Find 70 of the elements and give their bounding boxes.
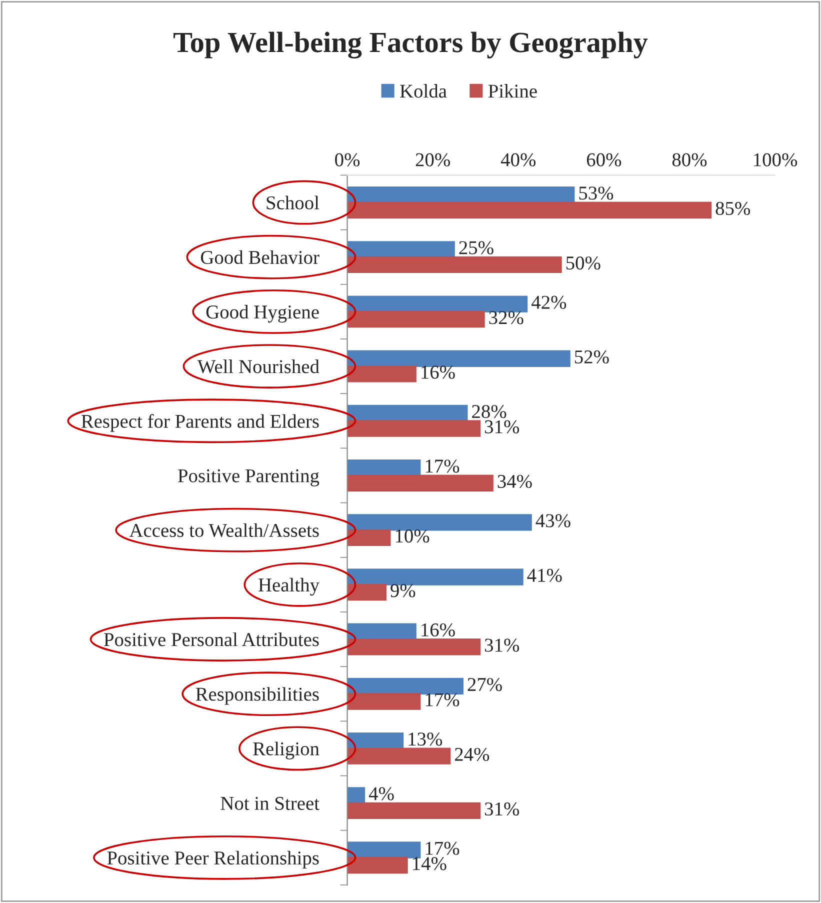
bar — [347, 514, 532, 531]
data-label: 42% — [531, 296, 566, 309]
bar — [347, 802, 481, 820]
bar — [347, 350, 570, 367]
data-label: 34% — [498, 474, 532, 488]
y-tick-label: Healthy — [258, 578, 320, 596]
data-label: 17% — [426, 693, 460, 706]
y-tick-label: Positive Parenting — [178, 469, 320, 486]
data-label: 14% — [413, 857, 446, 870]
data-label: 41% — [527, 568, 562, 582]
bar — [347, 420, 481, 437]
data-label: 9% — [390, 584, 416, 598]
bar — [347, 256, 562, 274]
data-label: 32% — [489, 311, 524, 324]
bar — [347, 241, 455, 258]
bar — [347, 842, 421, 858]
bar — [347, 678, 464, 695]
data-label: 31% — [484, 420, 520, 434]
bar — [347, 310, 485, 328]
bar — [347, 568, 524, 586]
data-label: 16% — [422, 623, 455, 637]
bar — [347, 474, 494, 492]
bar — [347, 459, 421, 476]
data-label: 28% — [472, 404, 506, 418]
data-label: 10% — [396, 529, 430, 543]
y-tick-label: Not in Street — [220, 796, 320, 810]
bar — [347, 296, 528, 312]
data-label: 52% — [575, 350, 609, 364]
y-tick-label: Respect for Parents and Elders — [81, 414, 319, 432]
data-label: 27% — [468, 678, 502, 692]
data-label: 50% — [566, 256, 600, 270]
data-label: 17% — [426, 460, 460, 473]
bar — [347, 693, 421, 710]
y-tick-label: Positive Peer Relationships — [107, 850, 319, 869]
data-label: 85% — [716, 202, 750, 216]
bar — [347, 529, 391, 546]
bar — [347, 366, 416, 382]
data-label: 4% — [368, 787, 394, 800]
y-tick-label: Well Nourished — [197, 360, 320, 374]
y-tick-label: Access to Wealth/Assets — [129, 523, 319, 538]
bar — [347, 202, 712, 218]
data-label: 53% — [579, 186, 614, 200]
legend-label: Pikine — [488, 84, 537, 98]
x-tick-label: 100% — [754, 153, 798, 166]
y-tick-label: Good Hygiene — [206, 304, 319, 323]
x-tick-label: 20% — [416, 153, 450, 166]
legend-label: Kolda — [400, 84, 447, 98]
y-tick-label: Religion — [253, 742, 320, 760]
bar — [347, 186, 575, 204]
data-label: 31% — [484, 638, 520, 652]
y-tick-label: Good Behavior — [200, 250, 320, 264]
data-label: 24% — [454, 748, 490, 762]
x-tick-label: 80% — [672, 153, 707, 166]
data-label: 17% — [426, 842, 460, 855]
bar — [347, 584, 386, 601]
x-tick-label: 60% — [586, 153, 622, 166]
y-tick-label: Responsibilities — [196, 687, 319, 705]
x-tick-label: 0% — [335, 153, 360, 166]
bar — [347, 856, 408, 874]
data-label: 16% — [422, 366, 455, 379]
data-label: 43% — [536, 514, 570, 528]
data-label: 25% — [459, 241, 494, 254]
y-tick-label: Positive Personal Attributes — [104, 632, 319, 646]
data-label: 13% — [408, 732, 442, 746]
data-label: 31% — [484, 802, 520, 816]
y-tick-label: School — [266, 196, 320, 210]
bar — [347, 638, 481, 656]
chart-title: Top Well-being Factors by Geography — [174, 32, 648, 58]
bar — [347, 748, 451, 764]
x-tick-label: 40% — [500, 153, 536, 166]
